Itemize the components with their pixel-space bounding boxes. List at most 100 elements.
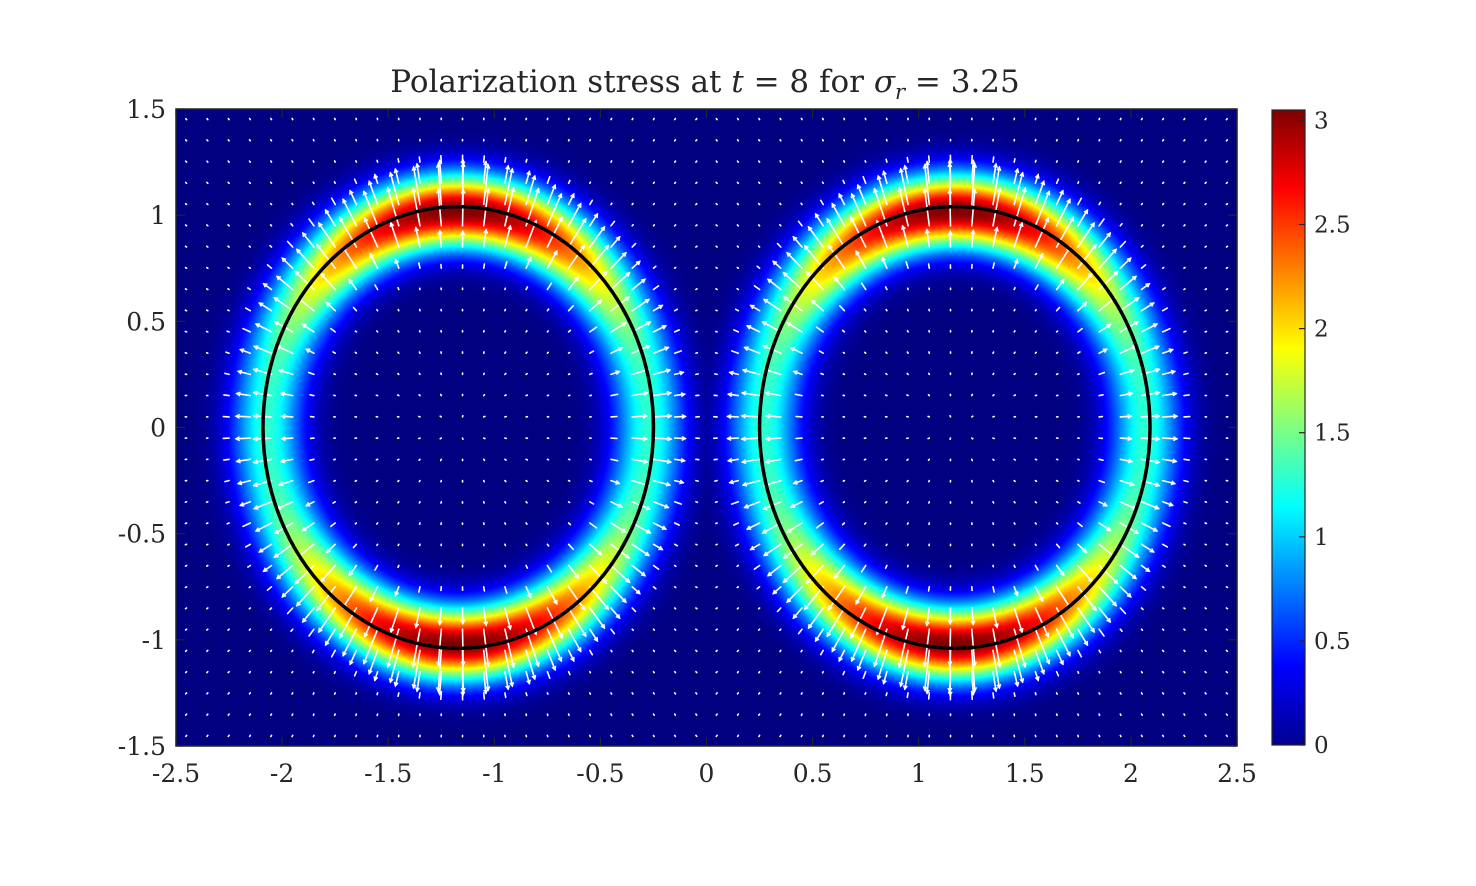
- quiver-arrowhead: [803, 605, 809, 611]
- quiver-arrow: [1161, 202, 1165, 206]
- quiver-arrow: [610, 692, 613, 695]
- quiver-arrow: [396, 458, 400, 461]
- quiver-arrowhead: [576, 202, 582, 208]
- quiver-arrow: [1098, 218, 1105, 227]
- quiver-arrowhead: [278, 368, 284, 374]
- quiver-arrow: [1140, 302, 1155, 312]
- quiver-arrow: [992, 226, 998, 248]
- quiver-arrowhead: [435, 687, 441, 693]
- quiver-arrow: [1034, 585, 1044, 602]
- quiver-arrow: [482, 670, 487, 695]
- quiver-arrow: [1225, 309, 1229, 312]
- quiver-arrow: [439, 437, 443, 440]
- quiver-arrowhead: [792, 235, 798, 241]
- quiver-arrowhead: [1172, 391, 1178, 397]
- quiver-arrowhead: [897, 662, 903, 669]
- quiver-arrow: [248, 224, 252, 227]
- quiver-arrowhead: [873, 661, 878, 668]
- quiver-arrow: [1183, 479, 1189, 483]
- quiver-arrow: [753, 284, 761, 291]
- quiver-arrow: [316, 244, 337, 270]
- quiver-arrowhead: [924, 621, 930, 627]
- quiver-arrow: [713, 373, 718, 376]
- quiver-arrowhead: [526, 679, 531, 685]
- quiver-arrow: [776, 242, 782, 248]
- quiver-arrow: [280, 415, 294, 418]
- quiver-arrow: [1225, 245, 1229, 248]
- x-tick-label: -1.5: [364, 759, 412, 788]
- quiver-arrow: [715, 585, 718, 589]
- quiver-arrow: [1055, 138, 1058, 142]
- quiver-arrowhead: [922, 163, 928, 169]
- quiver-arrow: [369, 585, 379, 602]
- quiver-arrow: [736, 224, 740, 227]
- quiver-arrow: [332, 500, 337, 504]
- quiver-arrow: [905, 585, 909, 594]
- quiver-arrow: [342, 198, 358, 227]
- quiver-arrow: [184, 543, 188, 546]
- quiver-arrowhead: [1083, 640, 1089, 647]
- quiver-arrow: [1055, 713, 1058, 717]
- quiver-arrowhead: [252, 436, 258, 442]
- quiver-arrow: [1013, 564, 1016, 569]
- quiver-arrowhead: [740, 459, 747, 465]
- quiver-arrow: [1077, 181, 1080, 185]
- quiver-arrow: [482, 393, 486, 397]
- quiver-arrowhead: [764, 413, 771, 419]
- quiver-arrowhead: [993, 226, 999, 232]
- quiver-arrow: [992, 479, 995, 483]
- quiver-arrowhead: [318, 222, 323, 228]
- quiver-arrow: [797, 628, 803, 635]
- quiver-arrow: [673, 564, 677, 568]
- quiver-arrow: [862, 670, 867, 680]
- quiver-arrow: [482, 155, 486, 163]
- quiver-arrow: [291, 692, 294, 695]
- quiver-arrow: [782, 564, 803, 584]
- quiver-arrow: [276, 564, 294, 580]
- quiver-arrow: [803, 585, 825, 610]
- quiver-arrow: [355, 160, 358, 163]
- quiver-arrow: [814, 213, 825, 227]
- quiver-arrow: [652, 692, 656, 695]
- quiver-arrowhead: [803, 244, 809, 250]
- quiver-arrow: [970, 649, 976, 692]
- quiver-arrowhead: [642, 413, 649, 419]
- quiver-arrowhead: [279, 391, 286, 397]
- quiver-arrow: [546, 564, 553, 573]
- quiver-arrow: [715, 309, 718, 312]
- quiver-arrow: [567, 329, 572, 333]
- quiver-arrow: [330, 327, 337, 333]
- quiver-arrow: [1098, 564, 1119, 585]
- quiver-arrow: [1225, 543, 1229, 546]
- quiver-arrow: [276, 345, 294, 355]
- quiver-arrow: [546, 216, 563, 248]
- quiver-arrow: [736, 287, 740, 291]
- quiver-arrowhead: [1102, 502, 1108, 507]
- quiver-arrow: [1013, 585, 1019, 597]
- quiver-arrow: [1055, 649, 1064, 666]
- quiver-arrow: [308, 218, 315, 227]
- quiver-arrow: [757, 245, 761, 248]
- quiver-arrow: [970, 393, 974, 397]
- quiver-arrow: [546, 522, 550, 525]
- quiver-arrowhead: [745, 525, 752, 530]
- quiver-arrow: [352, 306, 358, 312]
- quiver-arrow: [239, 348, 252, 355]
- quiver-arrow: [695, 117, 698, 121]
- quiver-arrowhead: [1106, 231, 1112, 238]
- quiver-arrow: [730, 500, 740, 505]
- quiver-arrow: [525, 286, 529, 291]
- quiver-arrowhead: [325, 301, 331, 307]
- quiver-arrow: [504, 394, 507, 397]
- quiver-arrow: [206, 160, 209, 163]
- quiver-arrow: [1204, 585, 1207, 589]
- quiver-arrowhead: [235, 391, 241, 397]
- quiver-arrowhead: [581, 217, 587, 224]
- quiver-arrow: [227, 585, 230, 589]
- quiver-arrow: [1204, 607, 1207, 610]
- quiver-arrowhead: [394, 591, 400, 597]
- quiver-arrow: [504, 649, 514, 687]
- quiver-arrowhead: [348, 278, 354, 284]
- quiver-arrow: [376, 159, 379, 163]
- quiver-arrow: [262, 282, 273, 291]
